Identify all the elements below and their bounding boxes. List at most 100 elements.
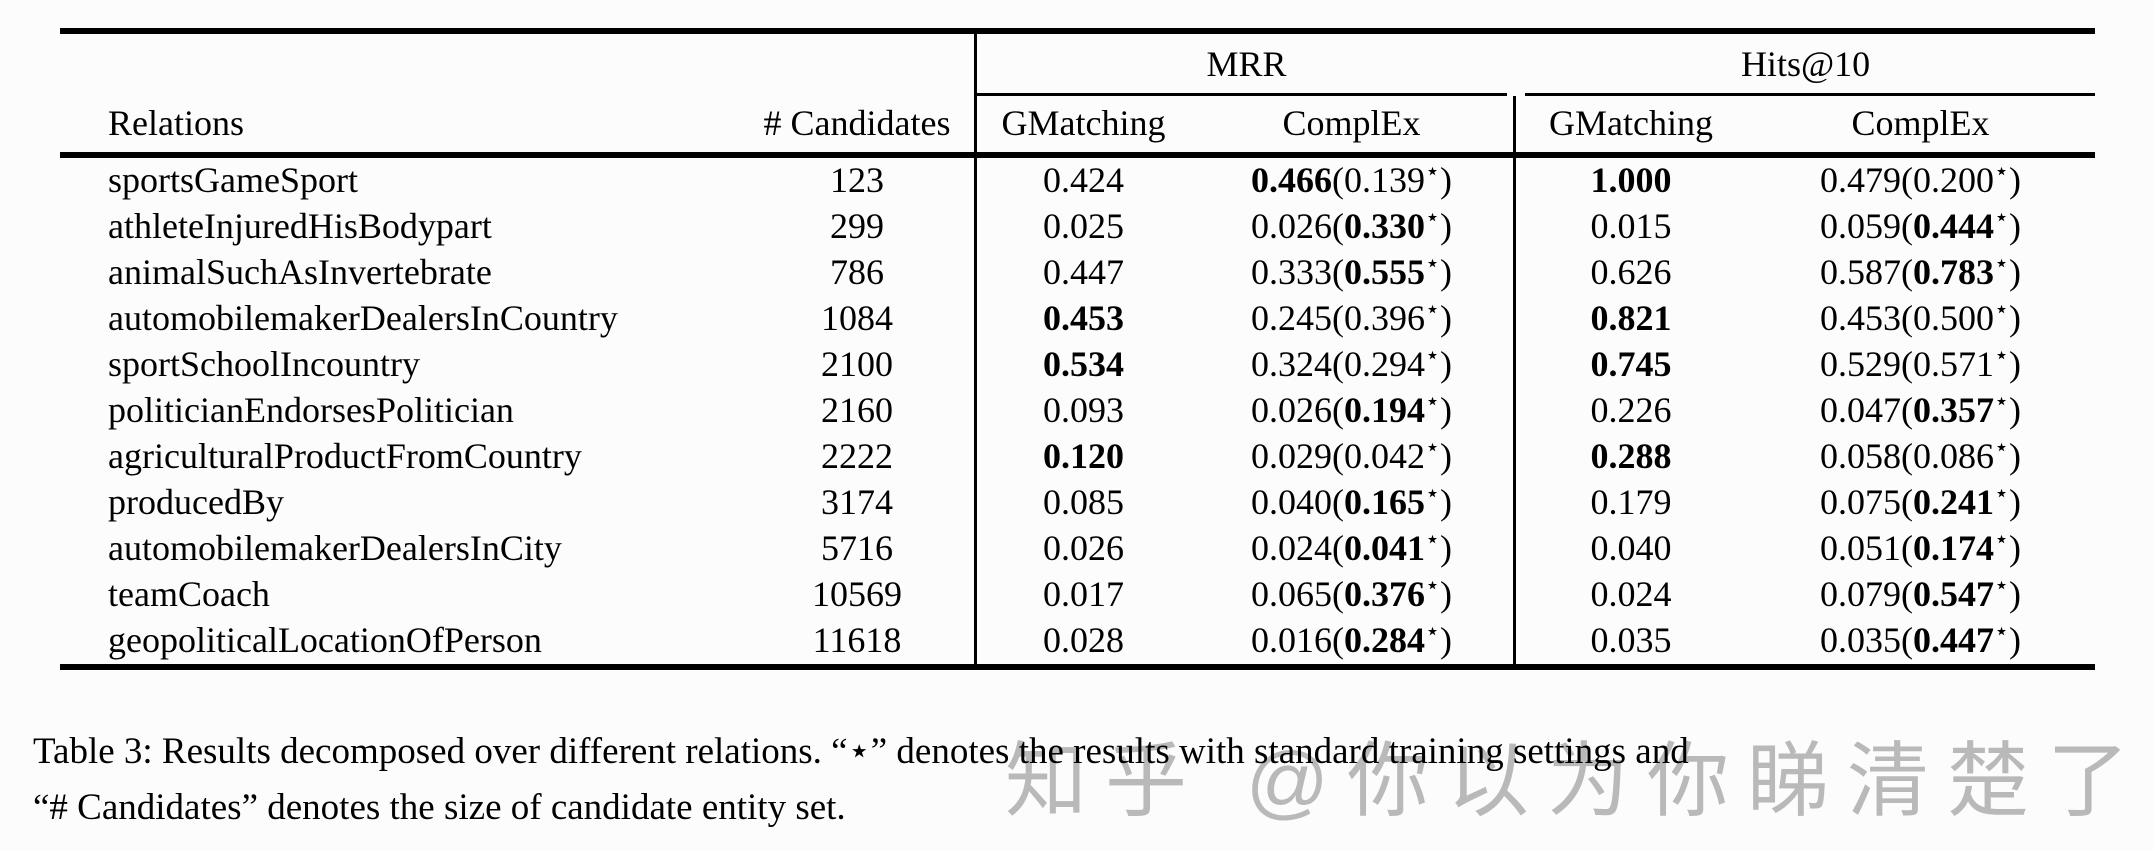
mrr-gmatching-cell: 0.028 — [977, 618, 1190, 670]
star-marker: ⋆ — [1994, 389, 2010, 416]
mrr-gmatching-cell: 0.085 — [1043, 482, 1124, 523]
hits10-gmatching-cell: 0.035 — [1516, 618, 1747, 670]
relation-name-cell: automobilemakerDealersInCity — [108, 528, 562, 569]
group-header-row: MRR Hits@10 — [60, 34, 2096, 96]
table-row: agriculturalProductFromCountry 2222 0.12… — [60, 434, 2095, 480]
caption-line-2: “# Candidates” denotes the size of candi… — [33, 787, 846, 828]
table-row: geopoliticalLocationOfPerson 11618 0.028… — [60, 618, 2096, 670]
hits10-complex-cell: 0.047(0.357⋆) — [1820, 389, 2022, 431]
star-marker: ⋆ — [1424, 435, 1441, 462]
candidates-count-cell: 123 — [740, 158, 977, 204]
candidates-count-cell: 2160 — [740, 388, 977, 434]
star-marker: ⋆ — [1424, 389, 1441, 416]
relation-name-cell: animalSuchAsInvertebrate — [108, 252, 492, 293]
hits10-complex-cell: 0.479(0.200⋆) — [1820, 159, 2022, 201]
mrr-complex-cell: 0.333(0.555⋆) — [1190, 250, 1517, 296]
star-marker: ⋆ — [1994, 205, 2010, 232]
candidates-count-cell: 5716 — [740, 526, 977, 572]
mrr-complex-cell: 0.324(0.294⋆) — [1190, 342, 1517, 388]
star-marker: ⋆ — [1994, 343, 2010, 370]
hits10-gmatching-cell: 0.024 — [1590, 574, 1672, 615]
hits10-gmatching-cell: 0.179 — [1590, 482, 1672, 523]
mrr-complex-cell: 0.040(0.165⋆) — [1190, 480, 1517, 526]
mrr-complex-cell: 0.245(0.396⋆) — [1190, 296, 1517, 342]
star-marker: ⋆ — [1994, 527, 2010, 554]
hits10-complex-cell: 0.075(0.241⋆) — [1820, 481, 2022, 523]
hits10-complex-cell: 0.453(0.500⋆) — [1820, 297, 2022, 339]
header-hits10-complex: ComplEx — [1746, 96, 2096, 158]
table-header: MRR Hits@10 Relations # Candidates GMatc… — [60, 34, 2096, 158]
relation-name-cell: teamCoach — [108, 574, 270, 615]
star-marker: ⋆ — [1424, 481, 1441, 508]
relation-name-cell: agriculturalProductFromCountry — [108, 436, 582, 477]
candidates-count-cell: 10569 — [740, 572, 977, 618]
mrr-complex-cell: 0.026(0.330⋆) — [1190, 204, 1517, 250]
relation-name-cell: politicianEndorsesPolitician — [108, 390, 514, 431]
hits10-complex-cell: 0.587(0.783⋆) — [1820, 251, 2022, 293]
hits10-gmatching-cell: 0.626 — [1590, 252, 1672, 293]
star-marker: ⋆ — [1994, 159, 2010, 186]
mrr-gmatching-cell: 0.026 — [1043, 528, 1124, 569]
candidates-count-cell: 1084 — [740, 296, 977, 342]
table-row: politicianEndorsesPolitician 2160 0.093 … — [60, 388, 2095, 434]
hits10-gmatching-cell: 1.000 — [1590, 160, 1672, 201]
star-marker: ⋆ — [1994, 619, 2010, 646]
relation-name-cell: geopoliticalLocationOfPerson — [60, 618, 740, 670]
star-marker: ⋆ — [1994, 435, 2010, 462]
table-body: sportsGameSport 123 0.424 0.466(0.139⋆) … — [60, 158, 2096, 670]
star-marker: ⋆ — [1424, 573, 1441, 600]
header-corner — [60, 34, 977, 96]
hits10-gmatching-cell: 0.288 — [1590, 436, 1672, 477]
hits10-complex-cell: 0.051(0.174⋆) — [1820, 527, 2022, 569]
table-row: teamCoach 10569 0.017 0.065(0.376⋆) 0.02… — [60, 572, 2095, 618]
hits10-gmatching-cell: 0.226 — [1590, 390, 1672, 431]
star-marker: ⋆ — [1994, 573, 2010, 600]
hits10-gmatching-cell: 0.821 — [1590, 298, 1672, 339]
relation-name-cell: automobilemakerDealersInCountry — [108, 298, 618, 339]
mrr-gmatching-cell: 0.424 — [1043, 160, 1124, 201]
table-row: sportSchoolIncountry 2100 0.534 0.324(0.… — [60, 342, 2095, 388]
mrr-gmatching-cell: 0.017 — [1043, 574, 1124, 615]
star-marker: ⋆ — [1424, 159, 1441, 186]
hits10-complex-cell: 0.058(0.086⋆) — [1820, 435, 2022, 477]
star-marker: ⋆ — [1424, 343, 1441, 370]
mrr-gmatching-cell: 0.093 — [1043, 390, 1124, 431]
star-marker: ⋆ — [1424, 527, 1441, 554]
relation-name-cell: sportsGameSport — [108, 160, 358, 201]
hits10-complex-cell: 0.035(0.447⋆) — [1746, 618, 2096, 670]
candidates-count-cell: 2100 — [740, 342, 977, 388]
header-relations: Relations — [60, 96, 740, 158]
candidates-count-cell: 3174 — [740, 480, 977, 526]
hits10-gmatching-cell: 0.015 — [1590, 206, 1672, 247]
header-hits10-gmatching: GMatching — [1516, 96, 1747, 158]
hits10-complex-cell: 0.079(0.547⋆) — [1820, 573, 2022, 615]
mrr-gmatching-cell: 0.453 — [1043, 298, 1124, 339]
table-row: producedBy 3174 0.085 0.040(0.165⋆) 0.17… — [60, 480, 2095, 526]
mrr-gmatching-cell: 0.025 — [1043, 206, 1124, 247]
header-candidates: # Candidates — [740, 96, 977, 158]
hits10-gmatching-cell: 0.040 — [1590, 528, 1672, 569]
table-row: animalSuchAsInvertebrate 786 0.447 0.333… — [60, 250, 2095, 296]
candidates-count-cell: 2222 — [740, 434, 977, 480]
table-row: automobilemakerDealersInCity 5716 0.026 … — [60, 526, 2095, 572]
mrr-complex-cell: 0.029(0.042⋆) — [1190, 434, 1517, 480]
star-marker: ⋆ — [1424, 251, 1441, 278]
mrr-complex-cell: 0.024(0.041⋆) — [1190, 526, 1517, 572]
group-header-hits10: Hits@10 — [1516, 34, 2096, 96]
star-marker: ⋆ — [1424, 297, 1441, 324]
hits10-complex-cell: 0.529(0.571⋆) — [1820, 343, 2022, 385]
mrr-complex-cell: 0.016(0.284⋆) — [1190, 618, 1517, 670]
star-marker: ⋆ — [1424, 619, 1441, 646]
mrr-gmatching-cell: 0.120 — [1043, 436, 1124, 477]
header-mrr-complex: ComplEx — [1190, 96, 1517, 158]
table-row: automobilemakerDealersInCountry 1084 0.4… — [60, 296, 2095, 342]
relation-name-cell: producedBy — [108, 482, 284, 523]
zhihu-watermark: 知乎 @你以为你睇清楚了 — [1005, 736, 2148, 827]
table-row: sportsGameSport 123 0.424 0.466(0.139⋆) … — [60, 158, 2095, 204]
star-marker: ⋆ — [1994, 251, 2010, 278]
star-marker: ⋆ — [1994, 481, 2010, 508]
header-mrr-gmatching: GMatching — [977, 96, 1190, 158]
candidates-count-cell: 299 — [740, 204, 977, 250]
star-marker: ⋆ — [1424, 205, 1441, 232]
